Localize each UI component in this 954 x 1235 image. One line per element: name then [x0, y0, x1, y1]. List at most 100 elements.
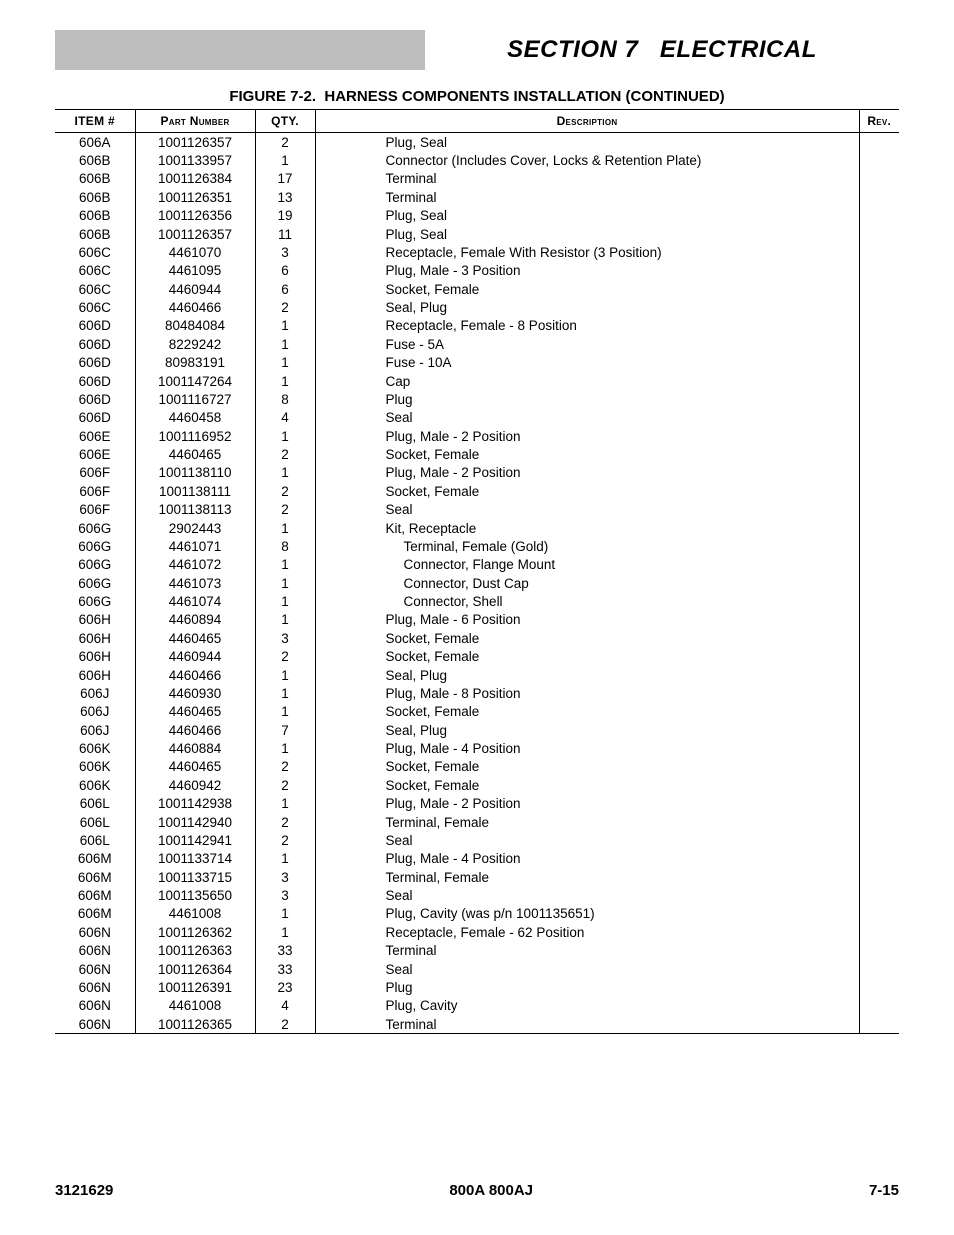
cell-desc: Receptacle, Female With Resistor (3 Posi… [315, 243, 859, 261]
col-item: ITEM # [55, 110, 135, 133]
cell-rev [859, 739, 899, 757]
cell-qty: 1 [255, 372, 315, 390]
cell-rev [859, 317, 899, 335]
cell-item: 606K [55, 739, 135, 757]
cell-part: 4460466 [135, 721, 255, 739]
table-row: 606M44610081Plug, Cavity (was p/n 100113… [55, 905, 899, 923]
cell-qty: 8 [255, 390, 315, 408]
cell-rev [859, 666, 899, 684]
cell-item: 606K [55, 776, 135, 794]
figure-number: FIGURE 7-2. [229, 88, 316, 105]
footer-right: 7-15 [869, 1182, 899, 1199]
cell-rev [859, 960, 899, 978]
table-row: 606D804840841Receptacle, Female - 8 Posi… [55, 317, 899, 335]
cell-desc: Connector, Dust Cap [315, 574, 859, 592]
cell-desc: Plug, Male - 2 Position [315, 427, 859, 445]
table-row: 606B100112635113Terminal [55, 188, 899, 206]
cell-rev [859, 942, 899, 960]
cell-desc: Seal [315, 960, 859, 978]
cell-desc: Plug, Male - 4 Position [315, 739, 859, 757]
table-row: 606D44604584Seal [55, 409, 899, 427]
cell-rev [859, 831, 899, 849]
table-row: 606N100112636333Terminal [55, 942, 899, 960]
cell-qty: 2 [255, 648, 315, 666]
figure-caption: FIGURE 7-2. HARNESS COMPONENTS INSTALLAT… [55, 88, 899, 105]
table-row: 606N44610084Plug, Cavity [55, 997, 899, 1015]
cell-part: 1001133715 [135, 868, 255, 886]
page-header: SECTION 7 ELECTRICAL [55, 30, 899, 70]
cell-qty: 1 [255, 151, 315, 169]
cell-part: 4460944 [135, 280, 255, 298]
cell-desc: Socket, Female [315, 758, 859, 776]
cell-part: 4460465 [135, 629, 255, 647]
cell-qty: 3 [255, 886, 315, 904]
cell-part: 4460884 [135, 739, 255, 757]
cell-item: 606M [55, 850, 135, 868]
table-row: 606H44604661Seal, Plug [55, 666, 899, 684]
cell-item: 606E [55, 445, 135, 463]
cell-desc: Plug [315, 390, 859, 408]
table-row: 606F10011381101Plug, Male - 2 Position [55, 464, 899, 482]
cell-desc: Seal [315, 409, 859, 427]
cell-desc: Terminal [315, 942, 859, 960]
cell-qty: 17 [255, 170, 315, 188]
cell-qty: 7 [255, 721, 315, 739]
cell-rev [859, 629, 899, 647]
cell-desc: Plug, Cavity [315, 997, 859, 1015]
table-row: 606N100112636433Seal [55, 960, 899, 978]
cell-desc: Terminal [315, 1015, 859, 1034]
table-row: 606N10011263621Receptacle, Female - 62 P… [55, 923, 899, 941]
cell-part: 1001126391 [135, 978, 255, 996]
cell-qty: 1 [255, 905, 315, 923]
cell-desc: Seal, Plug [315, 666, 859, 684]
page: SECTION 7 ELECTRICAL FIGURE 7-2. HARNESS… [0, 0, 954, 1235]
cell-desc: Seal [315, 831, 859, 849]
cell-rev [859, 868, 899, 886]
cell-rev [859, 758, 899, 776]
cell-rev [859, 905, 899, 923]
cell-qty: 1 [255, 427, 315, 445]
cell-qty: 3 [255, 868, 315, 886]
cell-qty: 1 [255, 335, 315, 353]
cell-part: 1001126357 [135, 133, 255, 152]
section-number: SECTION 7 [507, 36, 638, 63]
section-title: SECTION 7 ELECTRICAL [425, 30, 899, 70]
cell-rev [859, 170, 899, 188]
page-footer: 3121629 800A 800AJ 7-15 [55, 1182, 899, 1199]
cell-item: 606F [55, 482, 135, 500]
cell-rev [859, 684, 899, 702]
cell-rev [859, 886, 899, 904]
cell-rev [859, 298, 899, 316]
cell-part: 4461074 [135, 592, 255, 610]
cell-qty: 1 [255, 611, 315, 629]
table-row: 606C44609446Socket, Female [55, 280, 899, 298]
cell-qty: 2 [255, 445, 315, 463]
table-row: 606M10011337141Plug, Male - 4 Position [55, 850, 899, 868]
col-desc: Description [315, 110, 859, 133]
cell-desc: Plug, Cavity (was p/n 1001135651) [315, 905, 859, 923]
cell-item: 606L [55, 795, 135, 813]
table-row: 606L10011429381Plug, Male - 2 Position [55, 795, 899, 813]
cell-item: 606C [55, 298, 135, 316]
cell-item: 606M [55, 886, 135, 904]
cell-desc: Plug, Male - 6 Position [315, 611, 859, 629]
table-row: 606F10011381112Socket, Female [55, 482, 899, 500]
cell-part: 1001138113 [135, 501, 255, 519]
cell-desc: Plug, Seal [315, 225, 859, 243]
cell-rev [859, 482, 899, 500]
table-row: 606C44604662Seal, Plug [55, 298, 899, 316]
cell-part: 1001147264 [135, 372, 255, 390]
cell-rev [859, 978, 899, 996]
cell-item: 606D [55, 335, 135, 353]
cell-rev [859, 243, 899, 261]
table-row: 606H44609442Socket, Female [55, 648, 899, 666]
cell-part: 80983191 [135, 354, 255, 372]
cell-rev [859, 151, 899, 169]
cell-part: 4460942 [135, 776, 255, 794]
cell-item: 606G [55, 537, 135, 555]
cell-desc: Seal [315, 886, 859, 904]
cell-qty: 2 [255, 831, 315, 849]
cell-qty: 1 [255, 795, 315, 813]
cell-item: 606F [55, 464, 135, 482]
cell-rev [859, 813, 899, 831]
